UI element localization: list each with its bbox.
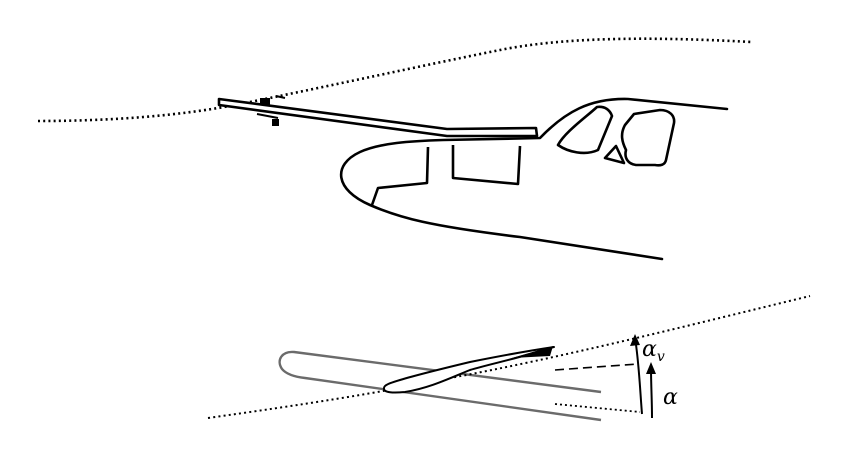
cockpit-window-front (556, 105, 614, 155)
vane-detail: αv α (207, 295, 811, 422)
alpha-v-arrowhead (630, 334, 640, 346)
alpha-arrowhead (646, 362, 656, 374)
streamline-bottom (207, 295, 811, 419)
cockpit-window-side (620, 108, 676, 167)
boom-vane (256, 95, 286, 126)
vane-tail-fin (512, 346, 553, 358)
alpha-arc (650, 367, 653, 419)
alpha-v-arc (634, 337, 643, 415)
body-axis-dotted (554, 403, 641, 413)
probe-tube (278, 350, 602, 422)
sensor-boom (217, 97, 539, 138)
streamline-top (37, 37, 753, 123)
alpha-label: α (663, 385, 678, 410)
cockpit-window-lower (603, 144, 626, 165)
aircraft-view (37, 37, 753, 261)
nose-panel-right (451, 145, 522, 186)
fuselage-outline (340, 97, 729, 261)
vane-axis-dashed (554, 363, 639, 371)
nose-panel-line-left (370, 146, 430, 206)
alpha-v-label: αv (642, 337, 665, 365)
